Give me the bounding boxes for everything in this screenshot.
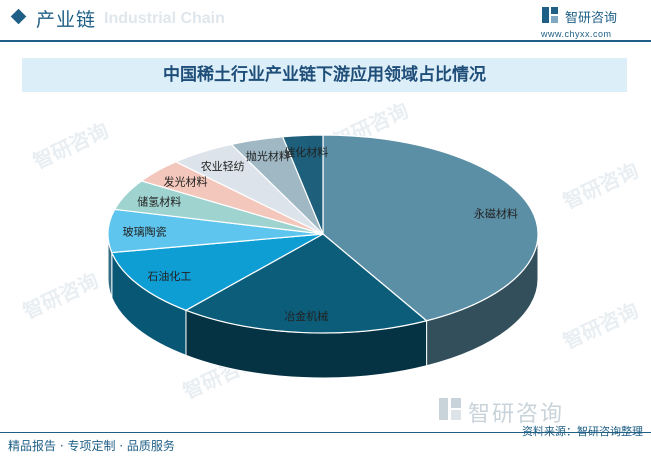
slice-label: 农业轻纺 <box>201 159 245 173</box>
footer-source: 资料来源：智研咨询整理 <box>522 425 643 438</box>
bottom-logo-icon <box>439 398 461 420</box>
brand-name: 智研咨询 <box>565 11 618 26</box>
pie-slice <box>110 233 324 311</box>
header-divider <box>0 40 651 42</box>
slice-label: 发光材料 <box>164 175 208 189</box>
header: 产业链 Industrial Chain 智研咨询 www.chyxx.com <box>0 0 651 40</box>
brand-url[interactable]: www.chyxx.com <box>541 29 612 39</box>
slice-label: 储氢材料 <box>137 194 181 208</box>
slice-label: 催化材料 <box>284 145 328 159</box>
slice-label: 抛光材料 <box>246 149 290 163</box>
chart-title: 中国稀土行业产业链下游应用领域占比情况 <box>163 65 486 85</box>
pie-tops <box>107 134 539 334</box>
brand-logo-icon <box>542 7 558 23</box>
bottom-brand: 智研咨询 <box>468 402 565 427</box>
pie-slice <box>322 134 539 322</box>
slice-label: 冶金机械 <box>284 309 328 323</box>
slice-label: 玻璃陶瓷 <box>123 224 167 238</box>
slice-label: 永磁材料 <box>474 207 518 221</box>
footer-tagline: 精品报告 · 专项定制 · 品质服务 <box>8 439 175 453</box>
section-title: 产业链 <box>36 9 97 31</box>
pie-slice <box>281 134 324 235</box>
chart-title-box: 中国稀土行业产业链下游应用领域占比情况 <box>22 58 627 92</box>
diamond-icon <box>10 8 27 25</box>
footer-divider <box>0 432 651 433</box>
header-watermark: Industrial Chain <box>104 10 225 27</box>
brand[interactable]: 智研咨询 www.chyxx.com <box>541 6 641 39</box>
pie-slice <box>184 233 428 334</box>
slice-label: 石油化工 <box>147 269 191 283</box>
